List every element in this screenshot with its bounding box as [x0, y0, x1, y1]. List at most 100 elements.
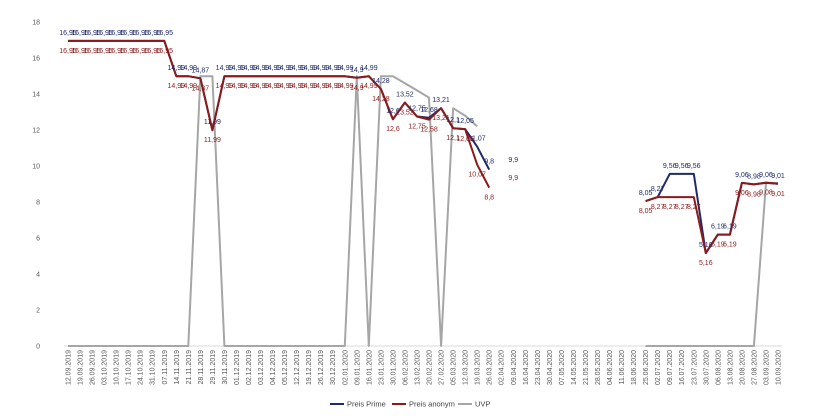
data-label-prime: 12,1	[446, 117, 460, 124]
x-tick-label: 12.12.2019	[294, 350, 301, 385]
data-label-anonym: 11,99	[204, 137, 221, 144]
series-line-preis-anonym	[645, 181, 779, 255]
data-label-anonym: 14,99	[216, 83, 234, 90]
data-label-anonym: 14,99	[276, 83, 294, 90]
data-label-anonym: 14,99	[360, 83, 378, 90]
x-tick-label: 13.02.2020	[414, 350, 421, 385]
data-label-prime: 9,56	[675, 163, 689, 170]
series-line-uvp	[68, 75, 478, 347]
data-label-anonym: 14,99	[336, 83, 354, 90]
x-tick-label: 12.09.2019	[66, 350, 73, 385]
x-tick-label: 07.05.2020	[559, 350, 566, 385]
x-tick-label: 30.04.2020	[547, 350, 554, 385]
data-label-prime: 6,19	[711, 224, 725, 231]
data-label-anonym: 16,95	[107, 48, 125, 55]
x-tick-label: 04.06.2020	[607, 350, 614, 385]
x-tick-label: 17.10.2019	[126, 350, 133, 385]
x-tick-label: 30.11.2019	[222, 350, 229, 385]
x-tick-label: 06.02.2020	[402, 350, 409, 385]
data-label-anonym: 12,75	[408, 124, 426, 131]
data-label-prime: 16,95	[119, 30, 137, 37]
data-label-prime: 13,52	[396, 92, 414, 99]
x-tick-label: 09.07.2020	[667, 350, 674, 385]
data-label-prime: 14,87	[192, 67, 210, 74]
data-label-anonym: 10,07	[468, 172, 486, 179]
x-tick-label: 28.11.2019	[198, 350, 205, 385]
x-tick-label: 25.06.2020	[643, 350, 650, 385]
x-tick-label: 20.08.2020	[739, 350, 746, 385]
data-label-anonym: 6,19	[711, 242, 725, 249]
data-label-anonym: 13,52	[396, 110, 414, 117]
data-label-anonym: 16,95	[95, 48, 113, 55]
x-tick-label: 20.02.2020	[427, 350, 434, 385]
y-tick-label: 8	[36, 200, 40, 207]
legend-label: Preis Prime	[347, 400, 386, 409]
x-tick-label: 02.01.2020	[342, 350, 349, 385]
data-label-anonym: 8,05	[639, 208, 653, 215]
data-label-anonym: 14,99	[168, 83, 186, 90]
legend: Preis Prime Preis anonym UVP	[330, 400, 490, 409]
data-label-anonym: 14,9	[350, 85, 364, 92]
data-label-prime: 11,07	[469, 136, 486, 143]
x-tick-label: 11.06.2020	[619, 350, 626, 385]
x-tick-label: 27.02.2020	[439, 350, 446, 385]
data-label-anonym: 14,28	[372, 96, 390, 103]
series-line-preis-anonym	[68, 39, 491, 189]
data-label-prime: 14,9	[350, 67, 364, 74]
x-tick-label: 19.09.2019	[78, 350, 85, 385]
x-tick-label: 18.06.2020	[631, 350, 638, 385]
data-label-anonym: 9,06	[735, 190, 749, 197]
x-tick-label: 30.07.2020	[703, 350, 710, 385]
data-label-prime: 5,16	[699, 242, 713, 249]
data-label-prime: 8,98	[747, 173, 761, 180]
data-label-prime: 14,99	[324, 65, 342, 72]
data-label-anonym: 16,95	[143, 48, 161, 55]
y-tick-label: 2	[36, 308, 40, 315]
data-label-prime: 9,06	[759, 172, 773, 179]
x-tick-label: 31.10.2019	[150, 350, 157, 385]
data-label-anonym: 14,99	[300, 83, 318, 90]
data-label-anonym: 8,98	[747, 191, 761, 198]
y-tick-label: 14	[32, 92, 40, 99]
x-tick-label: 29.11.2019	[210, 350, 217, 385]
y-tick-label: 4	[36, 272, 40, 279]
x-tick-label: 16.01.2020	[366, 350, 373, 385]
data-label-prime: 12,75	[408, 106, 426, 113]
x-tick-label: 05.12.2019	[282, 350, 289, 385]
data-label-anonym: 12,58	[420, 127, 438, 134]
data-label-prime: 9,01	[771, 173, 785, 180]
x-tick-label: 01.12.2019	[234, 350, 241, 385]
data-label-prime: 9,8	[484, 159, 494, 166]
data-label-prime: 16,95	[107, 30, 125, 37]
data-label-prime: 14,99	[216, 65, 234, 72]
data-label-prime: 12,6	[386, 108, 400, 115]
data-label-prime: 6,19	[723, 224, 737, 231]
x-tick-label: 16.07.2020	[679, 350, 686, 385]
data-label-anonym: 16,95	[119, 48, 137, 55]
x-tick-label: 14.05.2020	[571, 350, 578, 385]
axes: 0 2 4 6 8 10 12 14 16 18 12.09.2019 19.09.2019 26.09…	[32, 20, 782, 386]
x-tick-label: 06.08.2020	[715, 350, 722, 385]
y-tick-label: 16	[32, 56, 40, 63]
data-label-anonym: 14,99	[180, 83, 198, 90]
y-tick-label: 6	[36, 236, 40, 243]
x-tick-label: 03.10.2019	[102, 350, 109, 385]
data-label-anonym: 16,95	[71, 48, 89, 55]
y-tick-label: 12	[32, 128, 40, 135]
data-label-anonym: 6,19	[723, 242, 737, 249]
x-tick-label: 07.11.2019	[162, 350, 169, 385]
y-tick-label: 10	[32, 164, 40, 171]
data-label-anonym: 8,27	[675, 204, 689, 211]
data-label-prime: 14,99	[300, 65, 318, 72]
data-label-prime: 14,99	[228, 65, 246, 72]
data-label-anonym: 14,99	[240, 83, 258, 90]
data-label-prime: 11,99	[204, 119, 221, 126]
legend-label: UVP	[475, 400, 490, 409]
x-tick-label: 19.03.2020	[475, 350, 482, 385]
data-label-prime: 13,21	[432, 97, 450, 104]
data-label-prime: 16,95	[131, 30, 149, 37]
data-label-anonym: 14,87	[192, 85, 210, 92]
data-label-anonym: 14,99	[252, 83, 270, 90]
x-tick-label: 02.07.2020	[655, 350, 662, 385]
